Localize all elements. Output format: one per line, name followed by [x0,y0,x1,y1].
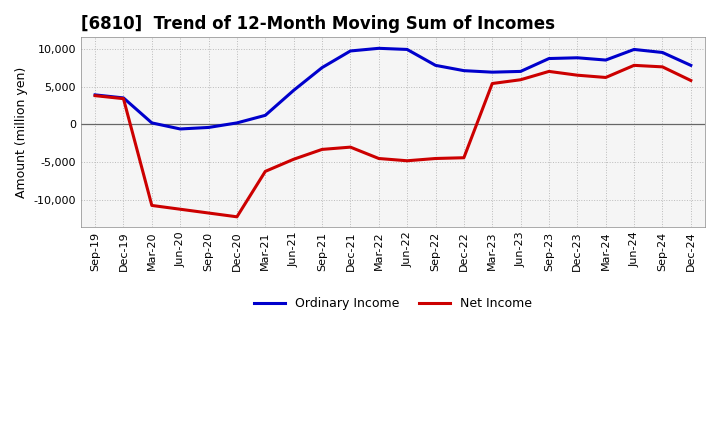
Line: Net Income: Net Income [95,66,690,217]
Net Income [374,156,383,161]
Net Income [658,64,667,70]
Net Income [261,169,269,174]
Ordinary Income [630,47,639,52]
Net Income [148,203,156,208]
Ordinary Income [459,68,468,73]
Ordinary Income [544,56,553,61]
Ordinary Income [374,46,383,51]
Net Income [119,96,127,101]
Ordinary Income [516,69,525,74]
Ordinary Income [601,57,610,62]
Net Income [289,157,298,162]
Line: Ordinary Income: Ordinary Income [95,48,690,129]
Net Income [630,63,639,68]
Ordinary Income [346,48,355,54]
Ordinary Income [289,88,298,93]
Net Income [91,93,99,98]
Ordinary Income [658,50,667,55]
Ordinary Income [686,63,695,68]
Ordinary Income [204,125,213,130]
Ordinary Income [233,120,241,125]
Net Income [544,69,553,74]
Ordinary Income [318,65,326,70]
Net Income [459,155,468,160]
Net Income [318,147,326,152]
Legend: Ordinary Income, Net Income: Ordinary Income, Net Income [249,292,537,315]
Net Income [431,156,440,161]
Net Income [516,77,525,82]
Ordinary Income [573,55,582,60]
Net Income [176,207,184,212]
Ordinary Income [488,70,497,75]
Net Income [204,210,213,216]
Net Income [233,214,241,220]
Net Income [402,158,411,163]
Ordinary Income [261,113,269,118]
Text: [6810]  Trend of 12-Month Moving Sum of Incomes: [6810] Trend of 12-Month Moving Sum of I… [81,15,555,33]
Ordinary Income [148,120,156,125]
Ordinary Income [402,47,411,52]
Net Income [346,144,355,150]
Net Income [601,75,610,80]
Ordinary Income [119,95,127,101]
Ordinary Income [431,63,440,68]
Net Income [573,73,582,78]
Y-axis label: Amount (million yen): Amount (million yen) [15,66,28,198]
Net Income [686,78,695,83]
Ordinary Income [176,126,184,132]
Ordinary Income [91,92,99,98]
Net Income [488,81,497,86]
